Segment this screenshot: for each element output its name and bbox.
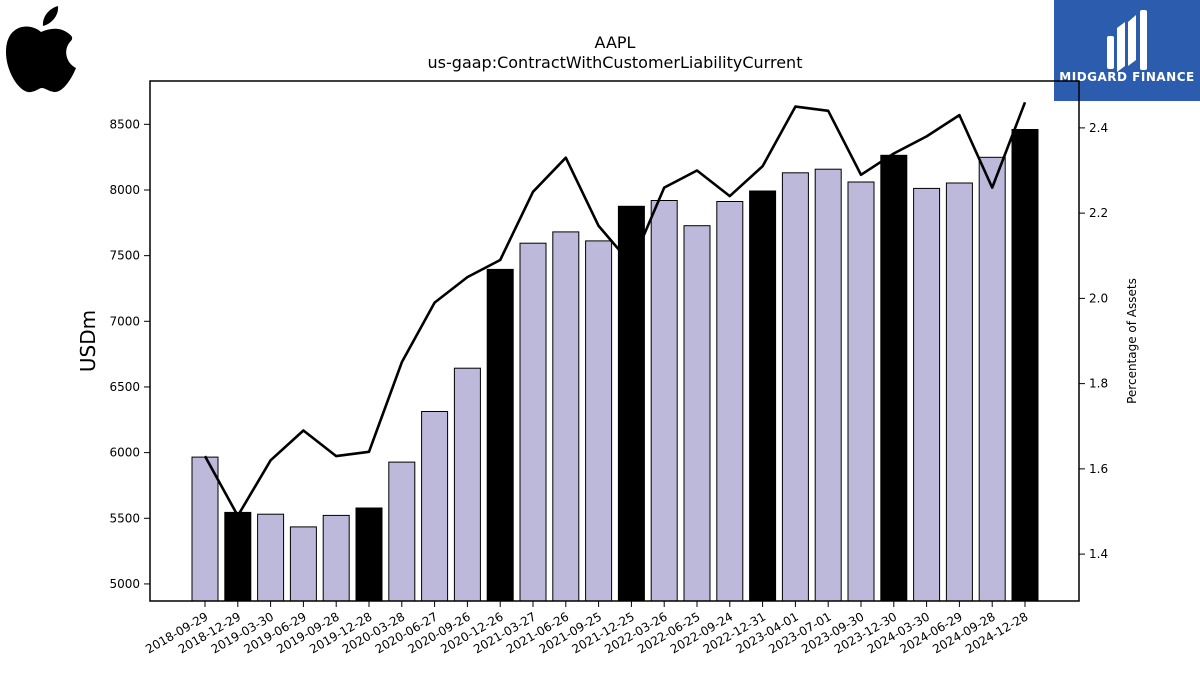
y-tick-label: 8000 [109,183,140,197]
bar-2024-09-28 [978,156,1006,602]
bar-2020-09-26 [453,367,481,602]
bar-2022-09-24 [716,201,744,602]
logo-brand-text: MIDGARD FINANCE [1059,70,1194,84]
bar-2023-12-30 [880,154,908,602]
y2-tick-label: 2.0 [1089,291,1108,305]
bar-2018-09-29 [191,456,219,602]
x-axis: 2018-09-292018-12-292019-03-302019-06-29… [143,601,1031,656]
bar-2020-06-27 [421,411,449,602]
y-tick-label: 7500 [109,249,140,263]
bar-series [191,129,1039,602]
line-series [203,101,1027,518]
apple-logo-icon [6,6,76,93]
bar-2023-04-01 [781,172,809,602]
y-tick-label: 7000 [109,314,140,328]
percentage-of-assets-line [203,101,1027,518]
y2-tick-label: 1.6 [1089,462,1108,476]
bar-2022-06-25 [683,225,711,602]
bar-2019-03-30 [257,513,285,602]
plot-frame [149,80,1080,602]
bar-2018-12-29 [224,511,252,602]
bar-2022-12-31 [749,190,777,602]
chart-title: AAPL [595,33,636,52]
y-axis-right: 1.4 1.6 1.8 2.0 2.2 2.4 [1079,121,1108,561]
bar-2021-09-25 [585,240,613,602]
midgard-finance-logo: MIDGARD FINANCE [1054,0,1200,101]
y2-tick-label: 1.4 [1089,547,1108,561]
y-tick-label: 5000 [109,577,140,591]
bar-2024-03-30 [913,187,941,602]
chart-subtitle: us-gaap:ContractWithCustomerLiabilityCur… [428,53,803,72]
bar-2020-03-28 [388,461,416,602]
bar-2021-06-26 [552,231,580,602]
bar-2021-03-27 [519,242,547,602]
y-tick-label: 6000 [109,446,140,460]
bar-2019-12-28 [355,507,383,602]
bar-2022-03-26 [650,200,678,602]
y2-tick-label: 2.2 [1089,206,1108,220]
midgard-finance-logo-mark [1107,10,1147,72]
y2-axis-label: Percentage of Assets [1125,278,1139,404]
bar-2019-09-28 [322,514,350,602]
y-tick-label: 6500 [109,380,140,394]
y2-tick-label: 1.8 [1089,377,1108,391]
bar-2023-07-01 [814,168,842,602]
y-tick-label: 5500 [109,511,140,525]
y-axis-left: 5000 5500 6000 6500 7000 7500 8000 8500 [109,117,150,591]
bar-2020-12-26 [486,268,514,602]
bar-2023-09-30 [847,181,875,602]
bar-2019-06-29 [289,526,317,602]
bar-2024-12-28 [1011,129,1039,602]
y-tick-label: 8500 [109,117,140,131]
y-axis-label: USDm [76,310,100,372]
bar-2024-06-29 [945,182,973,602]
y2-tick-label: 2.4 [1089,121,1108,135]
